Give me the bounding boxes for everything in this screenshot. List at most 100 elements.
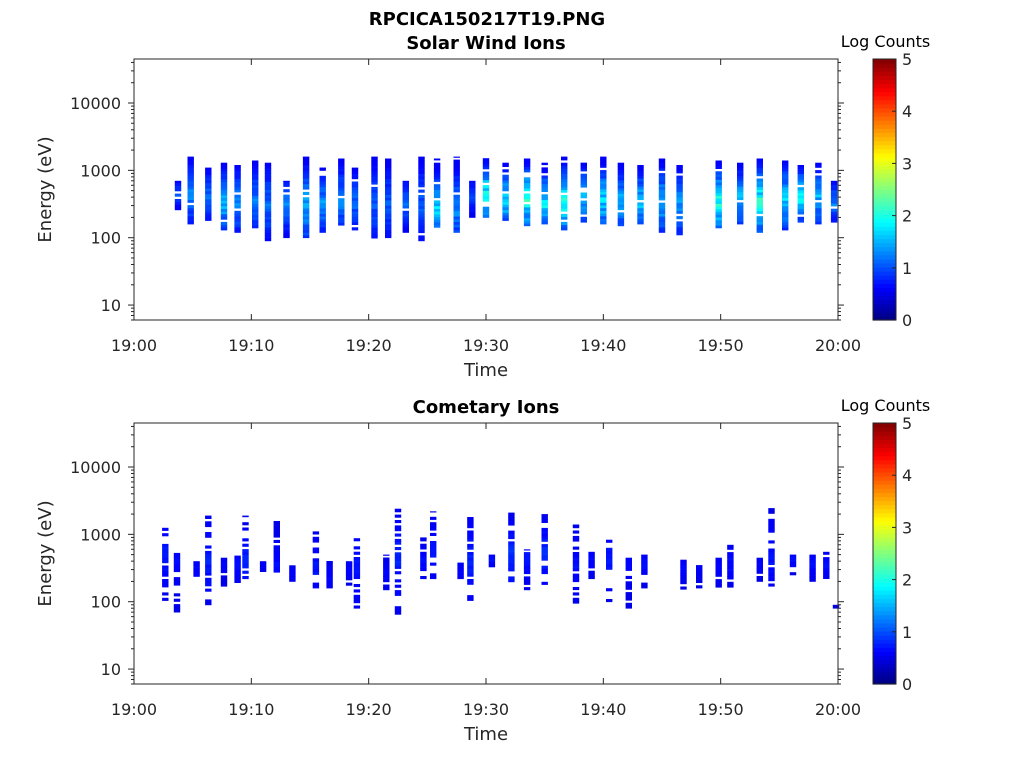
energy-bin [756,229,763,233]
energy-bin [467,519,474,523]
energy-bin [371,203,378,207]
energy-bin [482,187,490,191]
colorbar-segment [873,99,896,105]
energy-bin [541,568,548,572]
energy-bin [283,189,290,193]
energy-bin [809,562,816,566]
x-tick-label: 19:00 [111,336,157,355]
energy-bin [326,563,333,567]
colorbar-tick-label: 5 [902,50,912,69]
energy-bin [371,165,378,169]
energy-bin [252,168,259,172]
energy-bin [205,588,212,592]
energy-bin [727,576,734,580]
energy-bin [453,208,460,212]
x-tick-label: 19:10 [228,336,274,355]
energy-bin [174,182,182,186]
energy-bin [572,597,580,601]
energy-bin [433,165,441,169]
energy-bin [541,538,548,542]
energy-bin [756,562,763,566]
energy-bin [302,181,310,185]
colorbar-segment [873,140,896,146]
energy-bin [508,557,515,561]
energy-bin [220,170,228,174]
energy-bin [338,158,345,161]
energy-bin [541,180,548,184]
energy-bin [283,213,290,217]
energy-bin [283,202,290,206]
colorbar-segment [873,311,896,317]
energy-bin [508,546,515,550]
x-tick-label: 19:50 [698,336,744,355]
energy-bin [319,205,326,209]
energy-bin [273,526,280,530]
energy-bin [523,215,531,219]
energy-bin [467,530,474,534]
energy-bin [264,205,272,209]
energy-bin [508,517,515,521]
energy-bin [523,185,531,189]
energy-bin [600,156,607,160]
energy-bin [453,205,460,209]
energy-bin [319,194,326,198]
energy-bin [394,538,402,542]
energy-bin [561,195,568,199]
energy-bin [433,213,441,217]
energy-bin [220,200,228,204]
energy-bin [319,227,326,231]
energy-bin [385,205,392,209]
energy-bin [220,559,228,563]
energy-bin [756,208,763,212]
colorbar-segment [873,573,896,579]
energy-bin [220,178,228,182]
energy-bin [502,174,509,178]
energy-bin [453,167,460,171]
energy-bin [572,576,580,580]
energy-bin [600,221,607,225]
energy-bin [606,539,613,543]
energy-bin [580,162,587,164]
energy-bin [433,224,441,228]
energy-bin [561,157,568,161]
energy-bin [433,219,441,223]
energy-bin [371,232,378,236]
energy-bin [283,194,290,198]
energy-bin [453,213,460,217]
colorbar-segment [873,480,896,485]
energy-bin [715,568,722,572]
energy-bin [715,203,722,207]
energy-bin [641,558,648,562]
energy-bin [508,536,515,540]
energy-bin [696,574,703,578]
energy-bin [402,205,409,209]
energy-bin [302,235,310,239]
energy-bin [302,218,310,222]
energy-bin [453,156,460,158]
energy-bin [264,232,272,236]
colorbar-tick-label: 5 [902,414,912,433]
energy-bin [658,189,666,193]
energy-bin [234,200,241,204]
energy-bin [173,593,181,597]
energy-bin [768,540,775,544]
energy-bin [523,212,531,216]
energy-bin [482,214,490,218]
energy-bin [453,162,460,166]
energy-bin [541,519,548,523]
energy-bin [482,195,490,199]
energy-scan [174,180,182,211]
energy-bin [418,227,425,231]
energy-bin [312,550,320,554]
x-tick-label: 19:10 [228,700,274,719]
energy-bin [541,213,548,217]
energy-bin [482,160,490,164]
energy-bin [482,193,490,197]
energy-bin [371,221,378,225]
energy-bin [815,170,822,174]
energy-bin [715,214,722,218]
energy-bin [173,552,181,556]
energy-bin [637,167,644,171]
energy-bin [394,541,402,545]
energy-bin [782,227,789,231]
